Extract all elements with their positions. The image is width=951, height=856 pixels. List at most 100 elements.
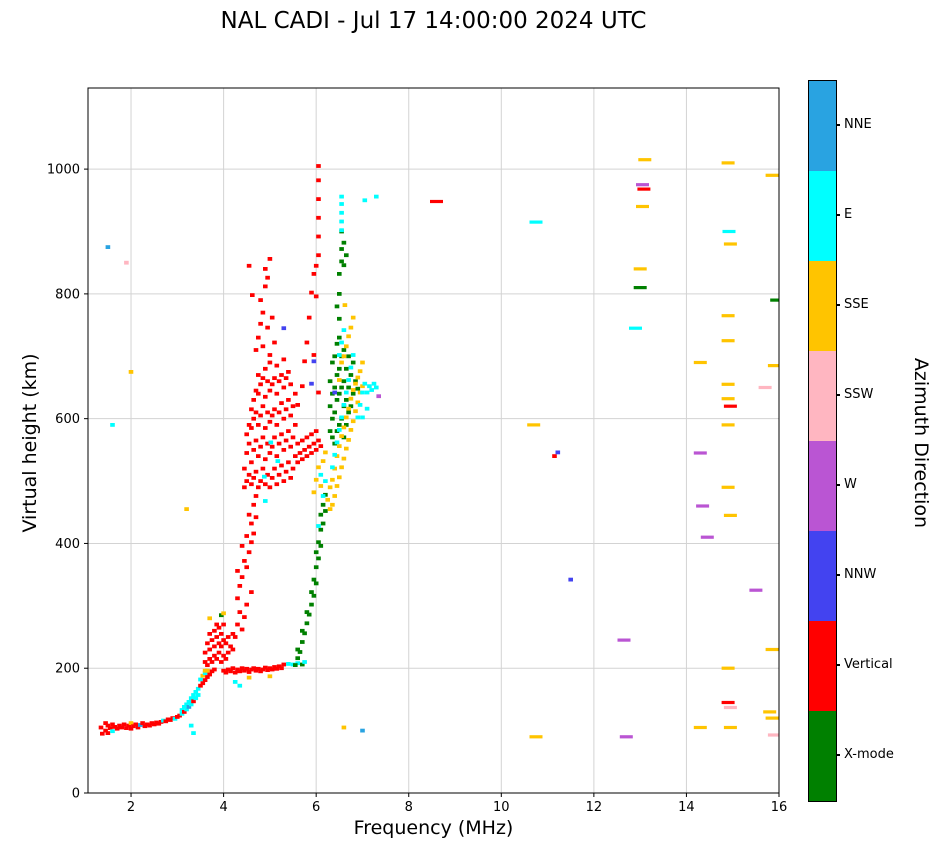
colorbar-segment-e [809,171,836,261]
scatter-point [360,384,365,389]
scatter-point [202,671,208,676]
scatter-dash [529,220,543,224]
scatter-point [258,321,263,326]
scatter-point [267,451,273,455]
scatter-point [304,435,310,440]
scatter-point [124,726,129,730]
scatter-point [221,611,226,616]
scatter-point [263,665,268,670]
scatter-point [112,725,118,729]
scatter-point [337,423,342,427]
scatter-point [269,476,275,480]
scatter-point [350,388,356,392]
scatter-point [265,275,270,280]
scatter-dash [723,513,737,517]
scatter-point [357,369,363,374]
scatter-point [239,575,245,579]
scatter-point [293,423,298,427]
scatter-point [300,662,305,667]
scatter-dash [765,716,779,720]
scatter-point [344,253,349,258]
scatter-point [202,668,208,673]
scatter-point [337,292,342,296]
colorbar-segment-w [809,441,836,531]
scatter-point [232,670,238,675]
scatter-point [371,381,377,386]
scatter-point [353,381,358,386]
scatter-point [320,502,326,507]
scatter-point [195,686,201,691]
scatter-point [346,334,351,339]
scatter-dash [721,161,735,165]
scatter-point [267,257,273,261]
scatter-point [316,178,321,183]
scatter-point [198,677,203,682]
scatter-point [276,441,282,446]
scatter-point [272,435,277,440]
scatter-point [316,390,321,395]
scatter-point [341,379,347,384]
scatter-dash [723,725,737,730]
scatter-point [276,410,282,415]
colorbar-label-ssw: SSW [844,387,874,402]
scatter-point [269,444,275,449]
scatter-point [172,716,178,721]
scatter-point [256,335,261,340]
scatter-point [339,228,344,233]
scatter-point [295,647,300,652]
scatter-point [242,559,247,563]
scatter-point [374,194,379,199]
scatter-point [342,303,348,307]
scatter-point [188,696,194,701]
scatter-point [265,668,270,672]
scatter-point [334,484,340,488]
scatter-point [300,457,305,462]
scatter-point [244,666,249,671]
scatter-point [316,164,321,168]
scatter-point [339,259,344,264]
scatter-point [346,354,351,359]
scatter-point [251,502,256,507]
scatter-point [288,413,293,418]
colorbar-tick [836,304,840,306]
scatter-point [223,657,229,661]
scatter-point [341,328,347,332]
colorbar-tick [836,124,840,126]
scatter-point [239,666,245,671]
scatter-point [316,438,321,443]
scatter-point [323,479,328,483]
scatter-point [230,666,236,671]
scatter-point [279,373,284,377]
colorbar-axis-label: Azimuth Direction [910,357,932,529]
scatter-point [184,707,189,712]
scatter-point [269,315,275,320]
scatter-point [256,485,261,490]
scatter-point [348,428,354,432]
scatter-point [267,360,273,365]
scatter-dash [529,735,543,739]
scatter-point [337,353,342,357]
scatter-point [313,477,319,482]
scatter-point [309,432,314,437]
scatter-point [207,616,212,621]
scatter-point [228,644,233,649]
scatter-point [237,584,243,588]
scatter-point [355,375,361,380]
scatter-point [327,379,333,384]
y-tick-label: 800 [55,287,80,302]
scatter-point [191,731,196,735]
scatter-point [151,722,157,727]
scatter-point [256,454,261,458]
colorbar-segment-nnw [809,531,836,621]
scatter-point [286,429,291,433]
scatter-point [246,441,252,446]
scatter-point [279,666,284,671]
scatter-point [105,723,111,728]
scatter-point [246,512,252,517]
scatter-point [249,407,254,412]
scatter-point [283,469,289,474]
scatter-point [337,444,342,448]
scatter-point [263,366,268,371]
x-tick-label: 8 [405,800,413,815]
scatter-point [256,666,261,671]
